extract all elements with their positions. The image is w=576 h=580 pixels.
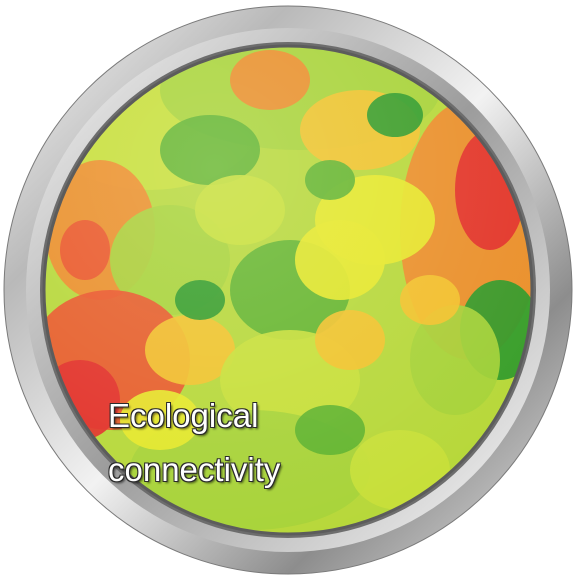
map-shine: [44, 46, 532, 534]
map-edge: [42, 44, 534, 536]
badge-label-line-2: connectivity: [108, 451, 281, 488]
badge-label-line-1: Ecological: [108, 397, 259, 434]
